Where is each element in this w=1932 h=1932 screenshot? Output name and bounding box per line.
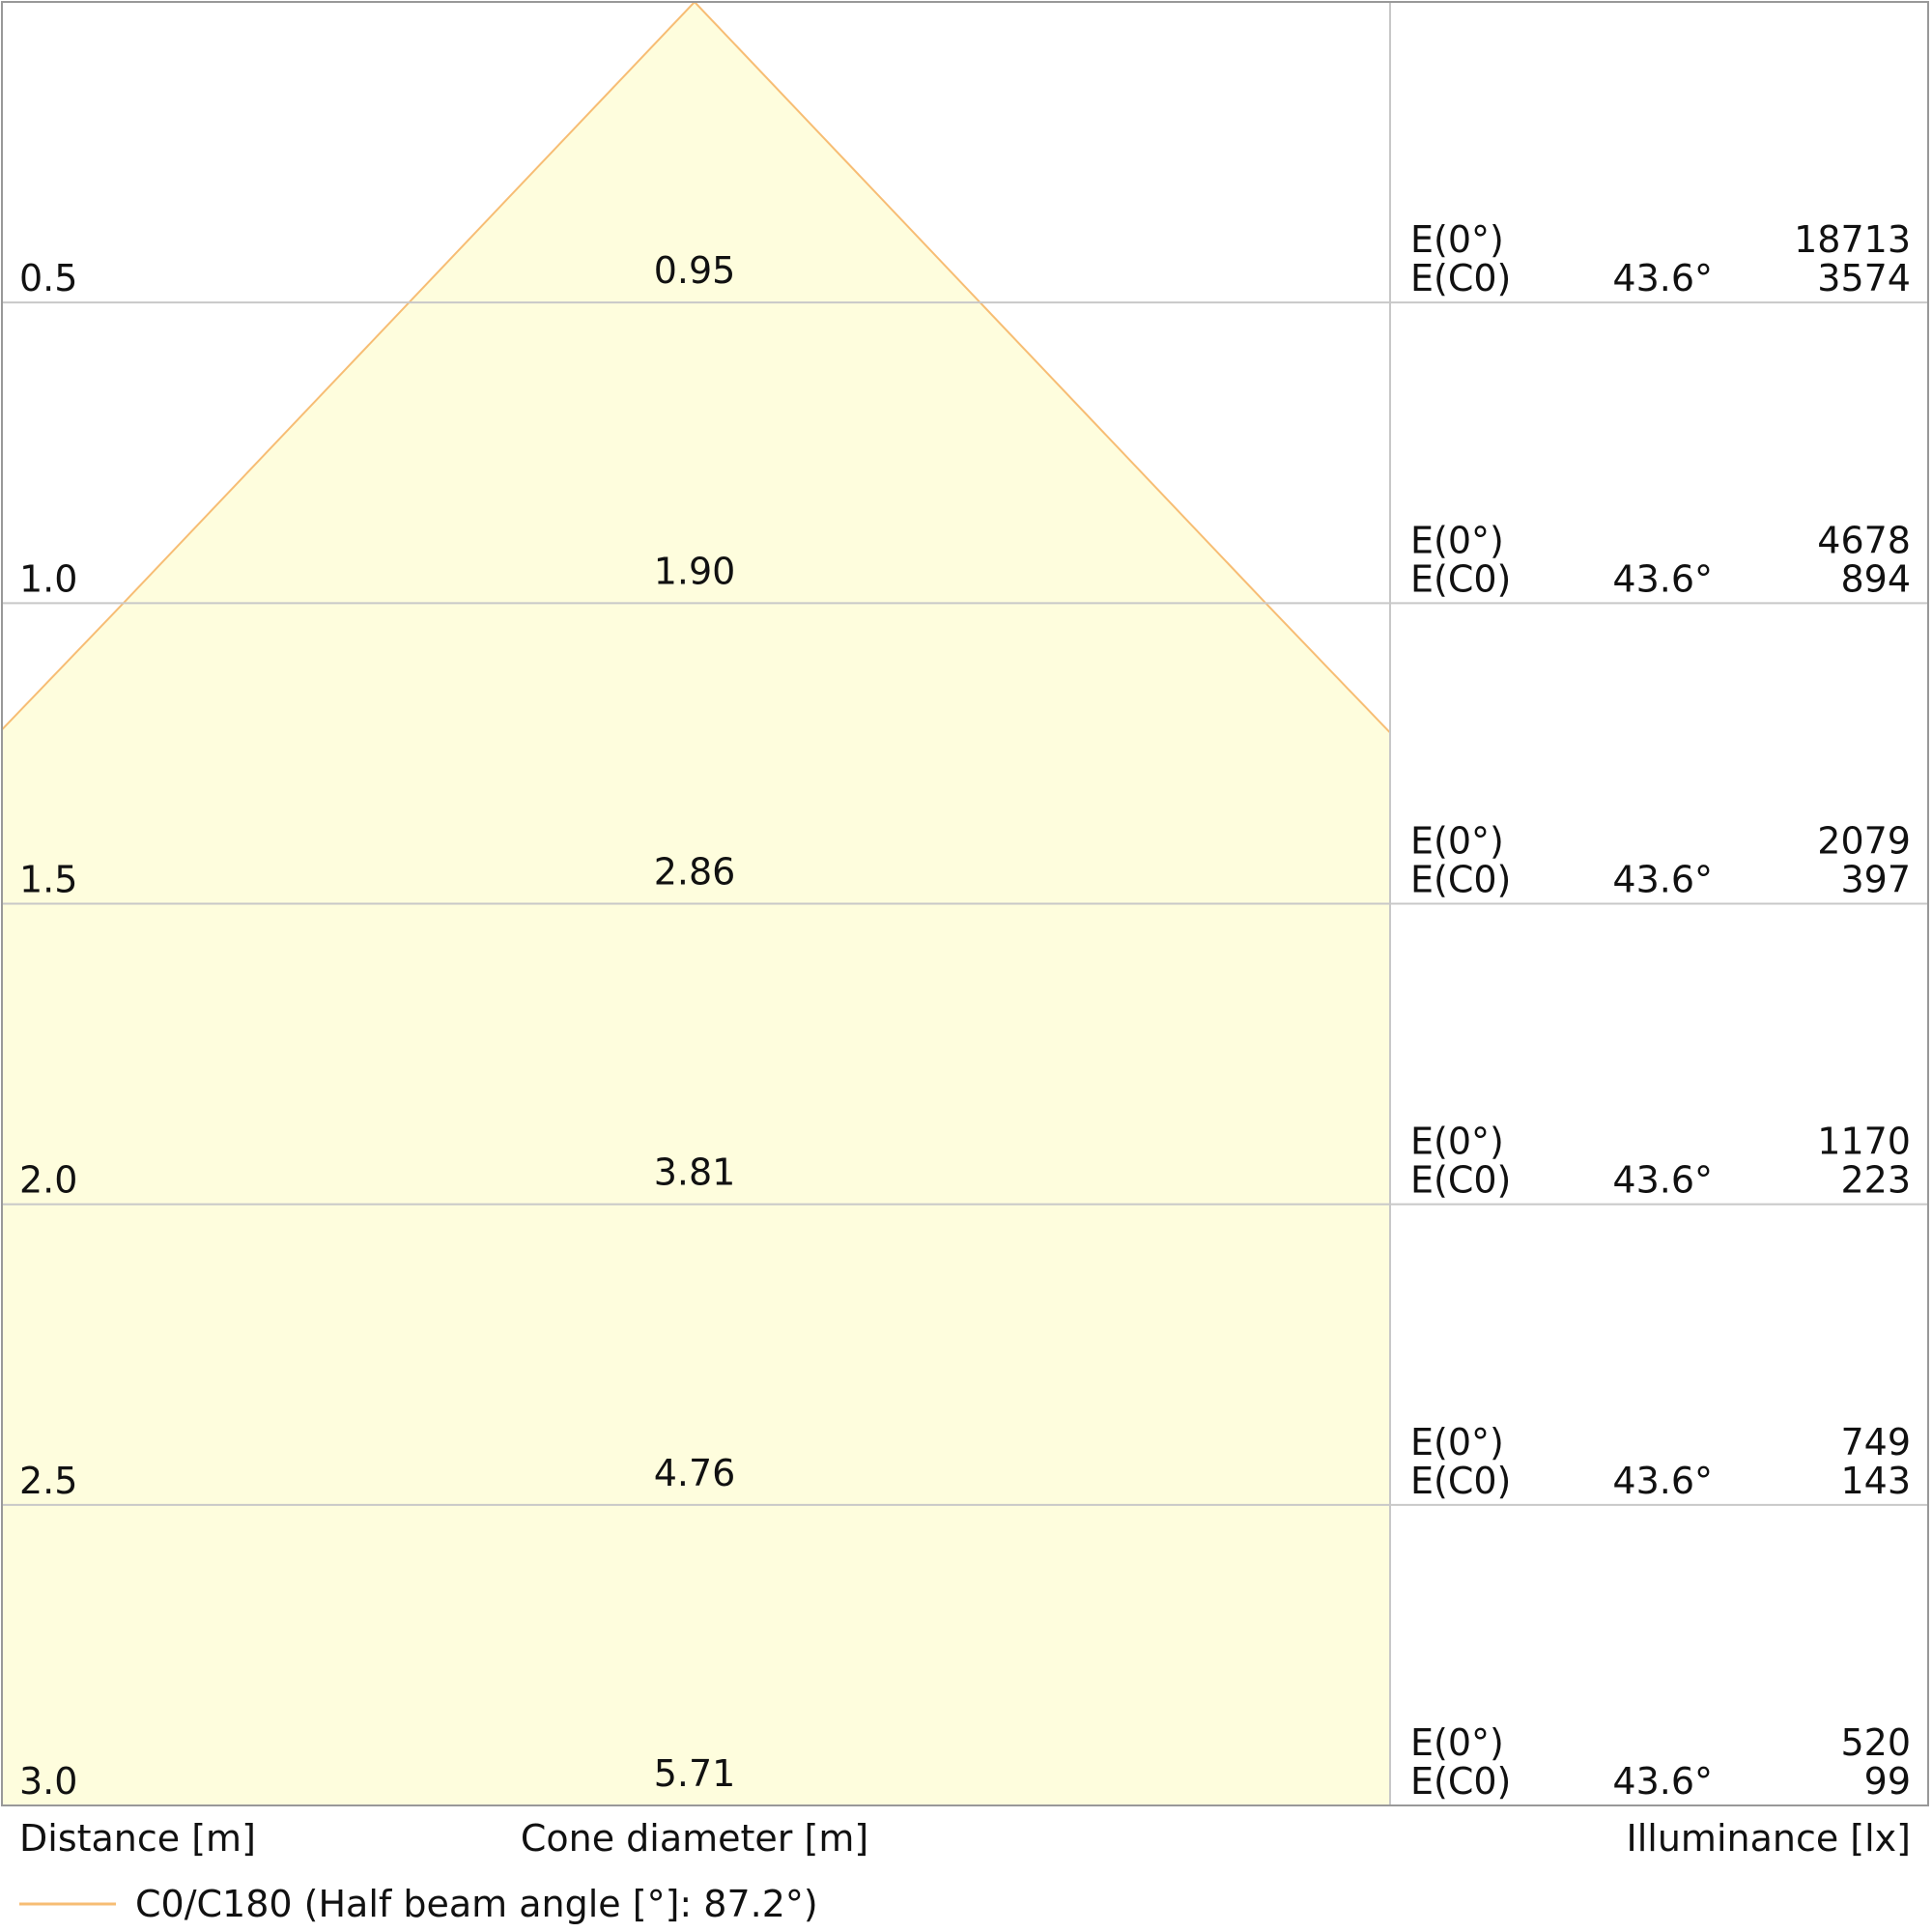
e0-value: 1170 bbox=[1817, 1121, 1911, 1163]
distance-label: 0.5 bbox=[19, 257, 77, 299]
diameter-label: 4.76 bbox=[654, 1452, 736, 1494]
ec0-value: 143 bbox=[1840, 1460, 1911, 1502]
e0-value: 4678 bbox=[1817, 519, 1911, 561]
distance-label: 3.0 bbox=[19, 1760, 77, 1803]
angle-value: 43.6° bbox=[1612, 859, 1713, 901]
angle-value: 43.6° bbox=[1612, 1159, 1713, 1202]
e0-value: 749 bbox=[1840, 1421, 1911, 1463]
diameter-label: 3.81 bbox=[654, 1151, 736, 1194]
ec0-label: E(C0) bbox=[1410, 557, 1511, 600]
e-axis-label: Illuminance [lx] bbox=[1627, 1817, 1911, 1860]
ec0-value: 3574 bbox=[1817, 257, 1911, 299]
ec0-value: 894 bbox=[1840, 557, 1911, 600]
ec0-value: 99 bbox=[1864, 1760, 1911, 1803]
distance-label: 2.5 bbox=[19, 1460, 77, 1502]
frame bbox=[1, 1, 1929, 1806]
e0-value: 18713 bbox=[1794, 218, 1911, 261]
cone-axis-label: Cone diameter [m] bbox=[521, 1817, 868, 1860]
diameter-label: 2.86 bbox=[654, 851, 736, 894]
legend-label: C0/C180 (Half beam angle [°]: 87.2°) bbox=[135, 1883, 818, 1925]
e0-label: E(0°) bbox=[1410, 1721, 1504, 1764]
e0-value: 520 bbox=[1840, 1721, 1911, 1764]
ec0-label: E(C0) bbox=[1410, 1760, 1511, 1803]
diameter-label: 0.95 bbox=[654, 249, 736, 292]
distance-label: 1.0 bbox=[19, 557, 77, 600]
distance-label: 2.0 bbox=[19, 1159, 77, 1202]
e0-label: E(0°) bbox=[1410, 1121, 1504, 1163]
e0-label: E(0°) bbox=[1410, 519, 1504, 561]
e0-label: E(0°) bbox=[1410, 820, 1504, 863]
angle-value: 43.6° bbox=[1612, 557, 1713, 600]
e0-label: E(0°) bbox=[1410, 218, 1504, 261]
angle-value: 43.6° bbox=[1612, 257, 1713, 299]
e0-label: E(0°) bbox=[1410, 1421, 1504, 1463]
ec0-value: 397 bbox=[1840, 859, 1911, 901]
ec0-label: E(C0) bbox=[1410, 1159, 1511, 1202]
ec0-label: E(C0) bbox=[1410, 257, 1511, 299]
diameter-label: 5.71 bbox=[654, 1752, 736, 1795]
e0-value: 2079 bbox=[1817, 820, 1911, 863]
x-axis-label: Distance [m] bbox=[19, 1817, 256, 1860]
distance-label: 1.5 bbox=[19, 859, 77, 901]
angle-value: 43.6° bbox=[1612, 1460, 1713, 1502]
ec0-value: 223 bbox=[1840, 1159, 1911, 1202]
angle-value: 43.6° bbox=[1612, 1760, 1713, 1803]
diameter-label: 1.90 bbox=[654, 550, 736, 592]
ec0-label: E(C0) bbox=[1410, 859, 1511, 901]
ec0-label: E(C0) bbox=[1410, 1460, 1511, 1502]
